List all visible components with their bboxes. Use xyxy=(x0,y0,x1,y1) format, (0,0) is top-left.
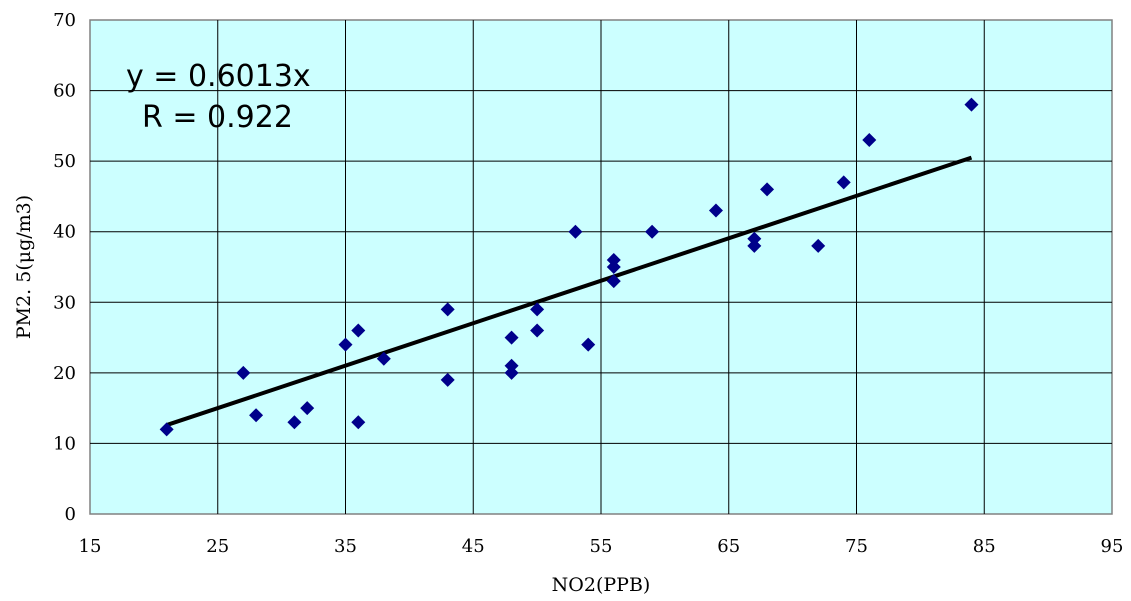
data-point xyxy=(300,401,315,416)
y-axis-title: PM2. 5(μg/m3) xyxy=(13,195,35,339)
data-point xyxy=(440,372,455,387)
data-point xyxy=(836,175,851,190)
data-point xyxy=(760,182,775,197)
data-point xyxy=(708,203,723,218)
data-point xyxy=(645,224,660,239)
data-point xyxy=(351,323,366,338)
data-point xyxy=(811,238,826,253)
x-tick-label: 75 xyxy=(845,536,868,557)
x-tick-label: 25 xyxy=(206,536,229,557)
data-point xyxy=(606,274,621,289)
data-point xyxy=(376,351,391,366)
data-point xyxy=(236,365,251,380)
data-point xyxy=(581,337,596,352)
y-tick-label: 10 xyxy=(53,433,76,454)
data-point xyxy=(504,365,519,380)
data-point xyxy=(338,337,353,352)
data-point xyxy=(504,330,519,345)
x-tick-label: 35 xyxy=(334,536,357,557)
x-tick-label: 65 xyxy=(717,536,740,557)
data-points xyxy=(159,97,979,437)
x-axis-title: NO2(PPB) xyxy=(552,574,651,596)
y-tick-label: 0 xyxy=(65,504,76,525)
data-point xyxy=(351,415,366,430)
data-point xyxy=(606,260,621,274)
x-tick-label: 15 xyxy=(79,536,102,557)
data-point xyxy=(287,415,302,430)
data-point xyxy=(747,231,762,246)
data-point xyxy=(606,252,621,267)
x-tick-label: 55 xyxy=(590,536,613,557)
data-point xyxy=(530,323,545,338)
x-tick-label: 85 xyxy=(973,536,996,557)
equation-annotation: y = 0.6013x xyxy=(126,59,311,94)
data-point xyxy=(862,132,877,147)
data-point xyxy=(249,408,264,423)
y-tick-label: 20 xyxy=(53,363,76,384)
r-value-annotation: R = 0.922 xyxy=(142,100,293,135)
data-point xyxy=(530,302,545,317)
data-point xyxy=(440,302,455,317)
y-tick-label: 60 xyxy=(53,81,76,102)
y-tick-label: 70 xyxy=(53,10,76,31)
trendline xyxy=(166,155,973,427)
tick-labels: 15 25 35 45 55 65 75 85 95 0 10 20 30 40 50 60 70 xyxy=(53,10,1123,557)
data-point xyxy=(159,422,174,437)
data-point xyxy=(747,238,762,253)
data-point xyxy=(568,224,583,239)
x-tick-label: 95 xyxy=(1101,536,1124,557)
data-point xyxy=(964,97,979,112)
grid-lines xyxy=(90,20,1112,514)
y-tick-label: 50 xyxy=(53,151,76,172)
y-tick-label: 40 xyxy=(53,222,76,243)
data-point xyxy=(504,358,519,373)
y-tick-label: 30 xyxy=(53,292,76,313)
x-tick-label: 45 xyxy=(462,536,485,557)
